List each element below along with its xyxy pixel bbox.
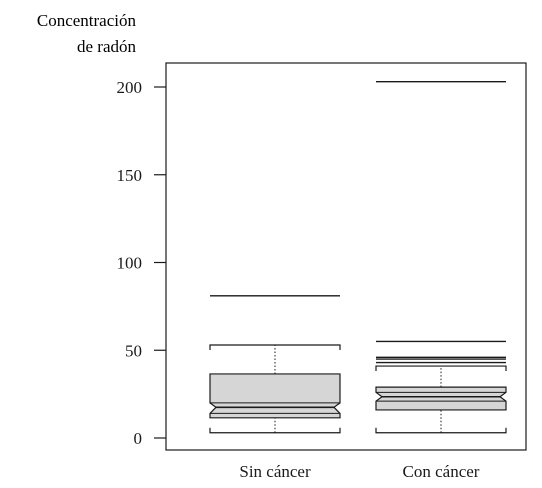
x-category-label: Con cáncer (403, 462, 480, 481)
boxes-group (209, 81, 507, 434)
lower-whisker-cap (209, 427, 341, 434)
lower-whisker-cap (375, 427, 507, 434)
y-tick-label: 200 (117, 78, 143, 97)
iqr-box (375, 386, 507, 411)
y-axis-label-line1: Concentración (37, 11, 137, 30)
box-sin-cancer (209, 295, 341, 434)
y-axis-ticks: 0 50 100 150 200 (117, 78, 166, 448)
upper-whisker-cap (375, 365, 507, 372)
x-category-label: Sin cáncer (239, 462, 311, 481)
plot-frame (165, 62, 527, 451)
y-tick-label: 100 (117, 254, 143, 273)
box-con-cancer (375, 81, 507, 434)
iqr-box (209, 373, 341, 419)
x-axis-labels: Sin cáncer Con cáncer (239, 462, 479, 481)
y-tick-label: 150 (117, 166, 143, 185)
upper-whisker-cap (209, 344, 341, 350)
y-axis-label-line2: de radón (77, 37, 137, 56)
y-tick-label: 0 (134, 429, 143, 448)
y-tick-label: 50 (125, 341, 142, 360)
